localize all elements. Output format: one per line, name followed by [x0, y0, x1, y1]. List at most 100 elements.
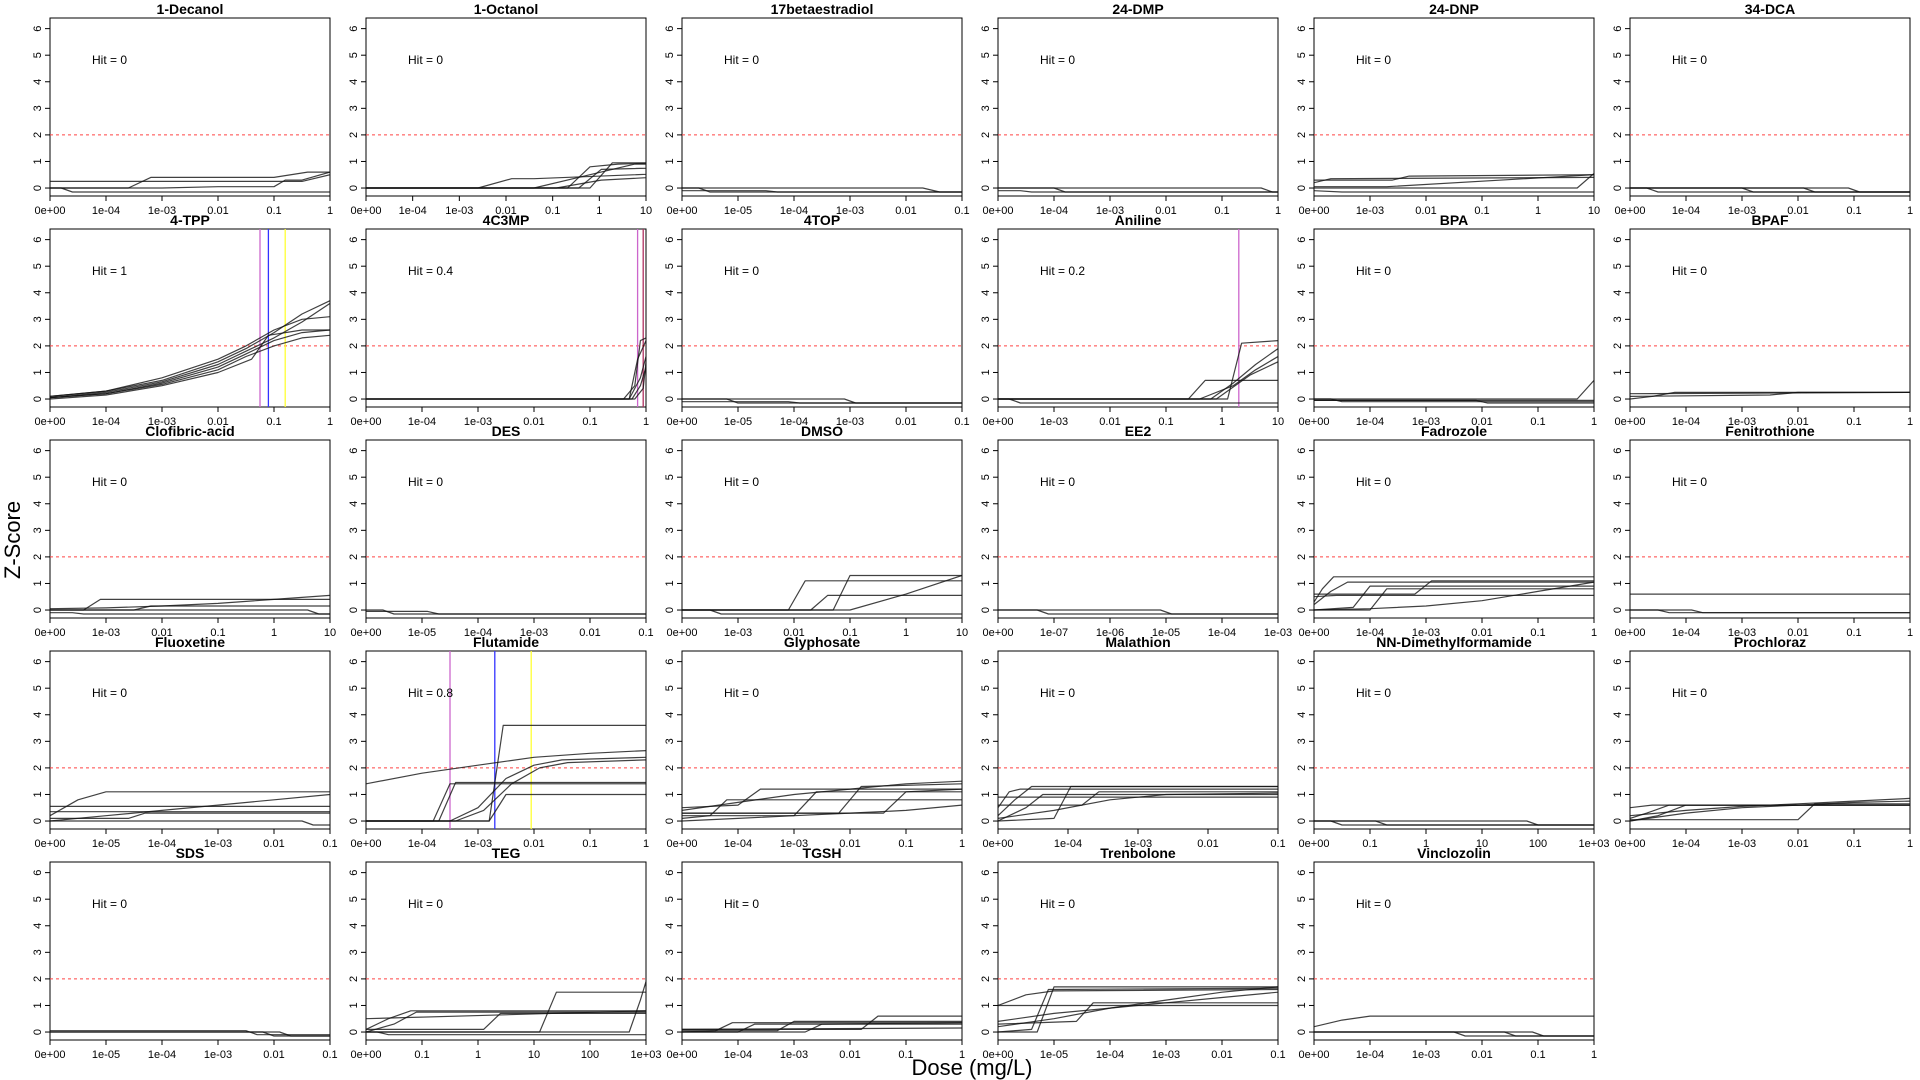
- panel-dmso: DMSO 0 1 2 3 4 5 6 0e+00 1e-03 0.01 0.1 1 10 Hit = 0: [664, 423, 968, 639]
- plot-frame: [365, 439, 647, 619]
- hit-label: Hit = 0: [1672, 53, 1707, 67]
- hit-label: Hit = 0: [408, 475, 443, 489]
- plot-frame: [681, 439, 963, 619]
- y-tick-label: 1: [348, 580, 360, 586]
- y-tick-label: 4: [348, 923, 360, 929]
- y-tick-label: 0: [348, 185, 360, 191]
- x-tick-label: 1: [1535, 205, 1541, 217]
- y-tick-label: 2: [32, 343, 44, 349]
- dose-response-curve: [366, 1012, 646, 1030]
- y-tick-label: 4: [664, 290, 676, 296]
- x-tick-label: 1e-04: [148, 1049, 176, 1061]
- x-tick-label: 0.1: [1158, 416, 1173, 428]
- panel-title: Prochloraz: [1734, 634, 1806, 650]
- dose-response-curve: [998, 785, 1278, 817]
- plot-frame: [997, 861, 1279, 1041]
- x-tick-label: 0.01: [895, 416, 916, 428]
- dose-response-curve: [50, 1031, 330, 1037]
- panel-24-dnp: 24-DNP 0 1 2 3 4 5 6 0e+00 1e-03 0.01 0.1 1 10 Hit = 0: [1296, 1, 1600, 217]
- plot-frame: [49, 650, 331, 830]
- panel-title: Aniline: [1115, 212, 1162, 228]
- x-tick-label: 0.01: [1471, 416, 1492, 428]
- panel-title: 4C3MP: [483, 212, 530, 228]
- y-tick-label: 6: [1296, 659, 1308, 665]
- x-tick-label: 1: [1591, 1049, 1597, 1061]
- x-tick-label: 1e-04: [1040, 205, 1068, 217]
- dose-response-curve: [1630, 609, 1910, 614]
- y-tick-label: 3: [1612, 316, 1624, 322]
- dose-response-curve: [366, 1031, 646, 1036]
- x-tick-label: 1: [1907, 416, 1913, 428]
- y-tick-label: 4: [1612, 290, 1624, 296]
- plot-frame: [1629, 228, 1911, 408]
- x-tick-label: 0.1: [1530, 627, 1545, 639]
- y-tick-label: 6: [980, 659, 992, 665]
- y-tick-label: 0: [32, 1029, 44, 1035]
- panel-nn-dimethylformamide: NN-Dimethylformamide 0 1 2 3 4 5 6 0e+00 0.1 1 10 10…: [1296, 634, 1609, 850]
- plot-frame: [681, 17, 963, 197]
- dose-response-curve: [682, 788, 962, 814]
- panel-title: Fenitrothione: [1725, 423, 1815, 439]
- dose-response-curve: [50, 329, 330, 399]
- y-tick-label: 5: [1296, 685, 1308, 691]
- y-tick-label: 1: [32, 580, 44, 586]
- x-tick-label: 1e-03: [464, 416, 492, 428]
- x-tick-label: 1e-04: [92, 205, 120, 217]
- x-tick-label: 10: [1476, 838, 1488, 850]
- x-tick-label: 1e+03: [1579, 838, 1610, 850]
- dose-response-curve: [1630, 803, 1910, 821]
- x-tick-label: 1e-03: [780, 1049, 808, 1061]
- dose-response-curve: [50, 316, 330, 397]
- y-tick-label: 5: [664, 474, 676, 480]
- x-tick-label: 1e-03: [520, 627, 548, 639]
- y-tick-label: 2: [1612, 343, 1624, 349]
- x-tick-label: 1e-04: [780, 416, 808, 428]
- x-tick-label: 0e+00: [1299, 1049, 1330, 1061]
- y-tick-label: 3: [348, 527, 360, 533]
- dose-response-curve: [50, 187, 330, 193]
- x-tick-label: 1: [1907, 838, 1913, 850]
- hit-label: Hit = 0: [1672, 475, 1707, 489]
- x-tick-label: 1e-04: [780, 205, 808, 217]
- x-tick-label: 0e+00: [351, 1049, 382, 1061]
- panel-tgsh: TGSH 0 1 2 3 4 5 6 0e+00 1e-04 1e-03 0.01 0.1 1 Hit = …: [664, 845, 965, 1061]
- y-tick-label: 1: [32, 1002, 44, 1008]
- y-tick-label: 3: [1296, 949, 1308, 955]
- y-tick-label: 6: [348, 26, 360, 32]
- x-tick-label: 0e+00: [351, 416, 382, 428]
- y-tick-label: 1: [664, 369, 676, 375]
- y-tick-label: 4: [664, 712, 676, 718]
- panel-title: SDS: [176, 845, 205, 861]
- x-tick-label: 0.1: [898, 838, 913, 850]
- y-tick-label: 3: [1296, 527, 1308, 533]
- panel-teg: TEG 0 1 2 3 4 5 6 0e+00 0.1 1 10 100 1e+03 Hit = 0: [348, 845, 661, 1061]
- x-tick-label: 1e-03: [1356, 205, 1384, 217]
- hit-label: Hit = 0: [1356, 53, 1391, 67]
- panel-title: NN-Dimethylformamide: [1376, 634, 1532, 650]
- panel-glyphosate: Glyphosate 0 1 2 3 4 5 6 0e+00 1e-04 1e-03 0.01 0.1 1…: [664, 634, 965, 850]
- dose-response-curve: [1314, 176, 1594, 184]
- panel-title: Vinclozolin: [1417, 845, 1491, 861]
- x-tick-label: 1e-04: [1208, 627, 1236, 639]
- y-tick-label: 0: [1296, 818, 1308, 824]
- panel-1-decanol: 1-Decanol 0 1 2 3 4 5 6 0e+00 1e-04 1e-03 0.01 0.1 1 H…: [32, 1, 333, 217]
- x-tick-label: 1e-03: [445, 205, 473, 217]
- y-tick-label: 3: [664, 738, 676, 744]
- plot-frame: [681, 228, 963, 408]
- y-tick-label: 4: [348, 712, 360, 718]
- dose-response-curve: [998, 609, 1278, 615]
- x-tick-label: 1e-05: [1040, 1049, 1068, 1061]
- panel-4top: 4TOP 0 1 2 3 4 5 6 0e+00 1e-05 1e-04 1e-03 0.01 0.1 Hi…: [664, 212, 970, 428]
- x-tick-label: 0e+00: [983, 627, 1014, 639]
- y-tick-label: 1: [980, 369, 992, 375]
- dose-response-curve: [366, 610, 646, 615]
- plot-frame: [997, 650, 1279, 830]
- y-tick-label: 6: [1612, 448, 1624, 454]
- x-tick-label: 10: [1272, 416, 1284, 428]
- y-tick-label: 3: [980, 527, 992, 533]
- x-tick-label: 1e-04: [399, 205, 427, 217]
- dose-response-curve: [682, 788, 962, 809]
- panel-17betaestradiol: 17betaestradiol 0 1 2 3 4 5 6 0e+00 1e-05 1e-04 1e-…: [664, 1, 970, 217]
- x-tick-label: 0e+00: [983, 416, 1014, 428]
- dose-response-curve: [1314, 174, 1594, 181]
